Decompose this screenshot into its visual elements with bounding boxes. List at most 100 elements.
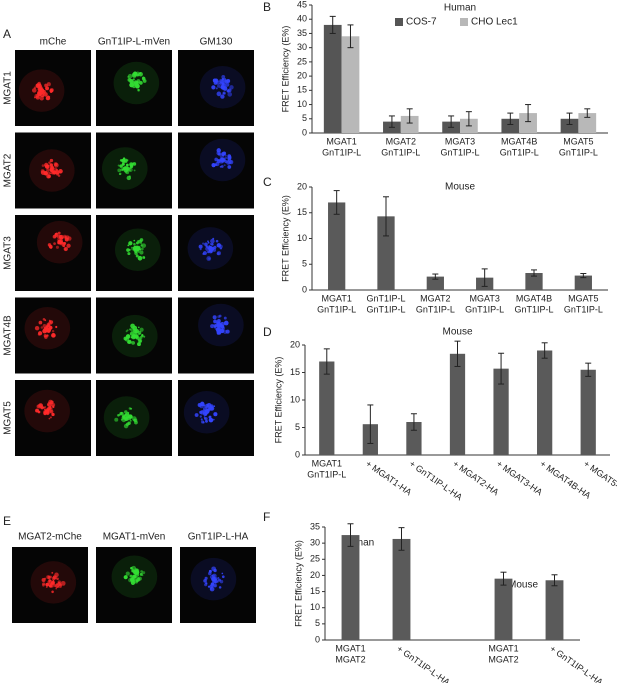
signal-dot [50, 246, 53, 249]
y-tick-label: 40 [297, 14, 307, 24]
signal-dot [223, 164, 226, 167]
signal-dot [194, 413, 199, 417]
signal-dot [210, 249, 213, 252]
column-label: GnT1IP-L-HA [188, 532, 249, 543]
panel-letter: C [263, 175, 272, 189]
bar [560, 118, 579, 133]
signal-dot [127, 252, 131, 256]
signal-dot [40, 406, 44, 410]
row-label: MGAT4B [3, 315, 14, 356]
signal-dot [123, 167, 126, 170]
signal-dot [218, 331, 222, 335]
bar [392, 538, 411, 640]
error-bar [500, 571, 507, 586]
signal-dot [133, 169, 136, 172]
signal-dot [216, 91, 222, 97]
signal-dot [64, 236, 67, 239]
signal-dot [119, 164, 123, 168]
signal-dot [135, 254, 139, 258]
bar [319, 361, 335, 455]
x-tick-label: MGAT5 [563, 136, 593, 146]
signal-dot [121, 417, 127, 423]
column-label: MGAT1-mVen [103, 532, 166, 543]
signal-dot [47, 329, 51, 333]
signal-dot [132, 575, 136, 579]
signal-dot [45, 586, 48, 589]
signal-dot [220, 322, 225, 327]
micrograph [178, 297, 254, 374]
signal-dot [42, 324, 47, 328]
signal-dot [48, 399, 53, 405]
x-tick-label: GnT1IP-L [381, 147, 420, 157]
signal-dot [212, 584, 217, 588]
signal-dot [39, 92, 45, 98]
column-label: mChe [40, 37, 67, 48]
signal-dot [215, 239, 219, 243]
micrograph [15, 215, 91, 291]
y-tick-label: 15 [297, 85, 307, 95]
bar [341, 36, 360, 133]
signal-dot [121, 159, 126, 164]
signal-dot [227, 165, 232, 169]
signal-dot [48, 579, 52, 582]
signal-dot [139, 572, 143, 576]
bar [537, 350, 553, 455]
signal-dot [55, 232, 58, 235]
legend-label: CHO Lec1 [471, 17, 518, 28]
signal-dot [225, 329, 230, 334]
signal-dot [39, 96, 44, 101]
column-label: GnT1IP-L-mVen [98, 37, 170, 48]
signal-dot [51, 590, 54, 594]
signal-dot [129, 328, 132, 331]
signal-dot [212, 573, 217, 579]
signal-dot [66, 243, 71, 248]
signal-dot [36, 404, 40, 409]
y-tick-label: 10 [297, 233, 307, 243]
chart-title: Human [444, 3, 476, 14]
signal-dot [50, 326, 52, 328]
error-bar [551, 574, 558, 587]
signal-dot [223, 316, 227, 320]
signal-dot [46, 408, 50, 412]
signal-dot [207, 251, 210, 254]
signal-dot [45, 86, 50, 91]
y-tick-label: 20 [290, 339, 300, 349]
signal-dot [218, 314, 222, 318]
signal-dot [46, 174, 51, 179]
signal-dot [128, 167, 133, 172]
row-label: MGAT2 [3, 153, 14, 187]
x-tick-label: MGAT4B [501, 136, 537, 146]
y-axis-title: FRET Efficiency (E%) [293, 540, 303, 627]
signal-dot [224, 77, 226, 80]
signal-dot [132, 78, 135, 81]
signal-dot [139, 340, 142, 343]
signal-dot [127, 244, 130, 247]
y-tick-label: 10 [310, 602, 320, 612]
y-tick-label: 5 [315, 618, 320, 628]
error-bar [481, 268, 488, 287]
y-tick-label: 5 [295, 422, 300, 432]
signal-dot [140, 244, 143, 247]
signal-dot [129, 331, 135, 336]
row-label: MGAT3 [3, 236, 14, 270]
signal-dot [210, 238, 215, 244]
y-tick-label: 0 [302, 284, 307, 294]
signal-dot [207, 240, 209, 243]
panel-letter: B [263, 0, 271, 14]
error-bar [465, 111, 472, 127]
signal-dot [218, 244, 223, 249]
signal-dot [126, 159, 129, 162]
signal-dot [131, 246, 133, 249]
signal-dot [51, 571, 54, 574]
signal-dot [213, 405, 216, 408]
y-tick-label: 35 [310, 521, 320, 531]
signal-dot [47, 404, 50, 406]
y-axis-title: FRET Efficiency (E%) [280, 26, 290, 113]
signal-dot [49, 416, 52, 419]
signal-dot [48, 95, 51, 98]
signal-dot [131, 73, 135, 76]
x-tick-label: MGAT4B [516, 293, 552, 303]
signal-dot [47, 243, 52, 247]
signal-dot [138, 332, 141, 335]
